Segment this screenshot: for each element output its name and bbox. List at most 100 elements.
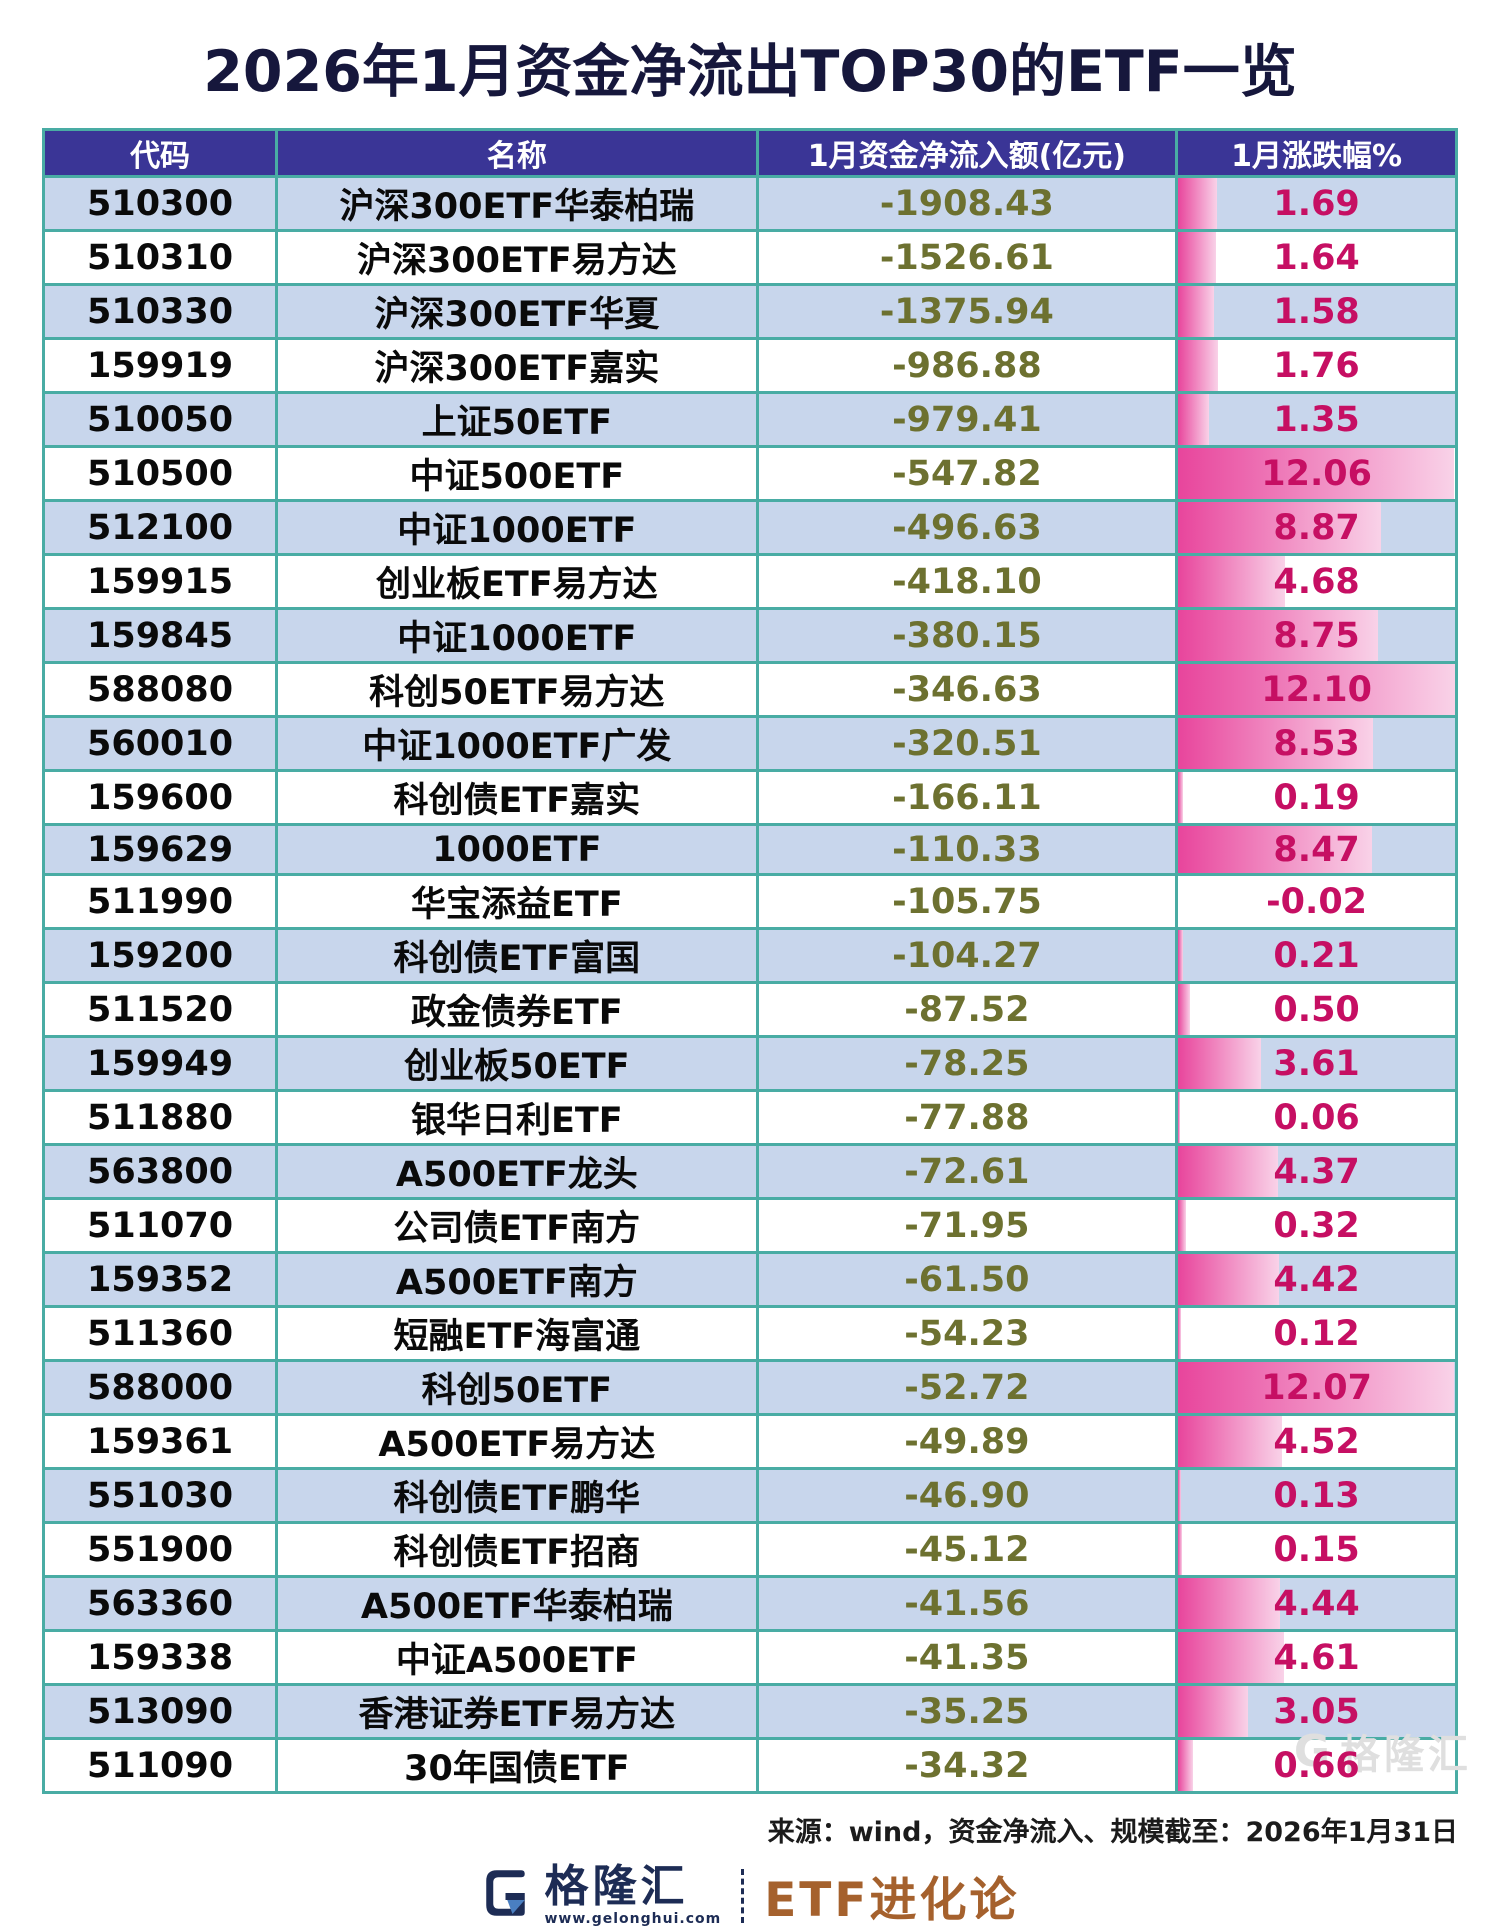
footer-brand: 格隆汇 www.gelonghui.com ETF进化论	[0, 1861, 1500, 1930]
cell-change: 3.61	[1175, 1035, 1458, 1092]
cell-change: -0.02	[1175, 873, 1458, 930]
cell-change: 8.87	[1175, 499, 1458, 556]
cell-change: 0.50	[1175, 981, 1458, 1038]
cell-net-flow: -54.23	[755, 1305, 1179, 1362]
change-value: 0.50	[1273, 989, 1360, 1030]
table-header-row: 代码 名称 1月资金净流入额(亿元) 1月涨跌幅%	[41, 128, 1458, 178]
cell-code: 511090	[41, 1737, 279, 1794]
cell-name: 中证A500ETF	[275, 1629, 759, 1686]
change-bar	[1179, 1525, 1182, 1574]
cell-net-flow: -380.15	[755, 607, 1179, 664]
cell-name: 中证1000ETF	[275, 607, 759, 664]
gelonghui-g-icon	[485, 1869, 525, 1916]
cell-code: 513090	[41, 1683, 279, 1740]
table-row: 511520 政金债券ETF -87.52 0.50	[41, 981, 1458, 1038]
change-bar	[1179, 931, 1183, 980]
change-bar	[1179, 1633, 1284, 1682]
change-value: 0.21	[1273, 935, 1360, 976]
cell-code: 510300	[41, 175, 279, 232]
cell-name: 科创债ETF招商	[275, 1521, 759, 1578]
change-value: 12.10	[1261, 669, 1372, 710]
change-value: 1.35	[1273, 399, 1360, 440]
cell-name: 30年国债ETF	[275, 1737, 759, 1794]
change-value: 4.52	[1273, 1421, 1360, 1462]
cell-net-flow: -547.82	[755, 445, 1179, 502]
cell-net-flow: -104.27	[755, 927, 1179, 984]
cell-code: 511880	[41, 1089, 279, 1146]
table-row: 510300 沪深300ETF华泰柏瑞 -1908.43 1.69	[41, 175, 1458, 232]
change-value: 0.19	[1273, 777, 1360, 818]
change-bar	[1179, 1201, 1186, 1250]
table-row: 551030 科创债ETF鹏华 -46.90 0.13	[41, 1467, 1458, 1524]
change-bar	[1179, 1039, 1261, 1088]
cell-net-flow: -41.56	[755, 1575, 1179, 1632]
cell-name: 银华日利ETF	[275, 1089, 759, 1146]
cell-net-flow: -52.72	[755, 1359, 1179, 1416]
change-bar	[1179, 1687, 1248, 1736]
change-bar	[1179, 1471, 1182, 1520]
change-value: 1.58	[1273, 291, 1360, 332]
cell-change: 12.06	[1175, 445, 1458, 502]
change-value: 3.05	[1273, 1691, 1360, 1732]
table-row: 159200 科创债ETF富国 -104.27 0.21	[41, 927, 1458, 984]
cell-code: 588000	[41, 1359, 279, 1416]
change-bar	[1179, 1309, 1181, 1358]
change-bar	[1179, 611, 1379, 660]
cell-code: 159600	[41, 769, 279, 826]
table-row: 563800 A500ETF龙头 -72.61 4.37	[41, 1143, 1458, 1200]
cell-change: 8.53	[1175, 715, 1458, 772]
cell-name: 科创债ETF富国	[275, 927, 759, 984]
table-row: 159915 创业板ETF易方达 -418.10 4.68	[41, 553, 1458, 610]
cell-change: 4.37	[1175, 1143, 1458, 1200]
change-bar	[1179, 395, 1210, 444]
cell-name: 科创债ETF鹏华	[275, 1467, 759, 1524]
table-row: 510310 沪深300ETF易方达 -1526.61 1.64	[41, 229, 1458, 286]
cell-change: 3.05	[1175, 1683, 1458, 1740]
change-bar	[1179, 1363, 1454, 1412]
table-row: 159845 中证1000ETF -380.15 8.75	[41, 607, 1458, 664]
change-bar	[1179, 719, 1374, 768]
cell-code: 159845	[41, 607, 279, 664]
cell-change: 0.12	[1175, 1305, 1458, 1362]
cell-code: 159919	[41, 337, 279, 394]
cell-net-flow: -1526.61	[755, 229, 1179, 286]
cell-net-flow: -979.41	[755, 391, 1179, 448]
cell-name: 公司债ETF南方	[275, 1197, 759, 1254]
table-row: 159949 创业板50ETF -78.25 3.61	[41, 1035, 1458, 1092]
change-value: 4.42	[1273, 1259, 1360, 1300]
cell-net-flow: -418.10	[755, 553, 1179, 610]
cell-code: 159352	[41, 1251, 279, 1308]
table-row: 159352 A500ETF南方 -61.50 4.42	[41, 1251, 1458, 1308]
cell-name: 沪深300ETF易方达	[275, 229, 759, 286]
change-value: 0.66	[1273, 1745, 1360, 1786]
table-row: 511360 短融ETF海富通 -54.23 0.12	[41, 1305, 1458, 1362]
table-row: 159600 科创债ETF嘉实 -166.11 0.19	[41, 769, 1458, 826]
table-row: 588000 科创50ETF -52.72 12.07	[41, 1359, 1458, 1416]
change-bar	[1179, 1741, 1194, 1790]
change-value: 4.44	[1273, 1583, 1360, 1624]
cell-change: 0.66	[1175, 1737, 1458, 1794]
table-row: 511090 30年国债ETF -34.32 0.66	[41, 1737, 1458, 1794]
change-value: 8.47	[1273, 829, 1360, 870]
cell-net-flow: -78.25	[755, 1035, 1179, 1092]
cell-code: 563800	[41, 1143, 279, 1200]
change-bar	[1179, 985, 1190, 1034]
cell-code: 511070	[41, 1197, 279, 1254]
cell-name: 政金债券ETF	[275, 981, 759, 1038]
cell-change: 0.32	[1175, 1197, 1458, 1254]
cell-name: 短融ETF海富通	[275, 1305, 759, 1362]
table-row: 511990 华宝添益ETF -105.75 -0.02	[41, 873, 1458, 930]
cell-change: 0.13	[1175, 1467, 1458, 1524]
cell-name: 创业板ETF易方达	[275, 553, 759, 610]
cell-change: 4.42	[1175, 1251, 1458, 1308]
table-row: 510050 上证50ETF -979.41 1.35	[41, 391, 1458, 448]
change-bar	[1178, 1092, 1179, 1143]
change-value: 1.69	[1273, 183, 1360, 224]
cell-change: 4.61	[1175, 1629, 1458, 1686]
cell-net-flow: -72.61	[755, 1143, 1179, 1200]
cell-net-flow: -35.25	[755, 1683, 1179, 1740]
watermark-text: 格隆汇	[1340, 1732, 1472, 1778]
change-bar	[1179, 449, 1454, 498]
table-row: 159338 中证A500ETF -41.35 4.61	[41, 1629, 1458, 1686]
brand-url: www.gelonghui.com	[544, 1910, 722, 1927]
